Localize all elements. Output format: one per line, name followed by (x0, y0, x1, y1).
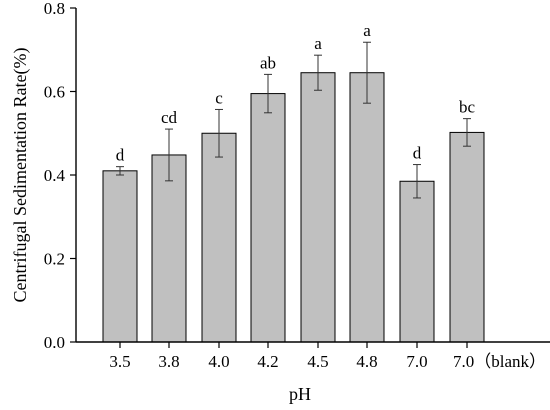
significance-label: d (413, 144, 422, 163)
significance-label: ab (260, 53, 276, 72)
x-tick-label: 4.2 (257, 352, 278, 371)
x-tick-label: 7.0 (406, 352, 427, 371)
significance-label: cd (161, 108, 178, 127)
y-tick-label: 0.4 (44, 166, 66, 185)
bar (201, 132, 237, 343)
x-tick-label: 3.8 (158, 352, 179, 371)
x-tick-label: 3.5 (109, 352, 130, 371)
y-tick-label: 0.2 (44, 250, 65, 269)
significance-label: c (215, 88, 223, 107)
bar (399, 180, 435, 343)
x-axis-title: pH (289, 384, 311, 404)
y-tick-label: 0.8 (44, 0, 65, 18)
bar (449, 131, 485, 343)
significance-label: a (363, 21, 371, 40)
x-tick-label: 4.8 (356, 352, 377, 371)
y-axis-title: Centrifugal Sedimentation Rate(%) (10, 48, 31, 303)
y-tick-label: 0.6 (44, 83, 65, 102)
x-tick-label: 4.0 (208, 352, 229, 371)
bars-group (102, 72, 485, 343)
x-tick-label: 4.5 (307, 352, 328, 371)
bar (250, 93, 286, 343)
bar (349, 72, 385, 343)
y-tick-label: 0.0 (44, 333, 65, 352)
significance-label: bc (459, 98, 476, 117)
significance-label: d (116, 146, 125, 165)
significance-labels-group: d cd c ab a a d bc (116, 21, 476, 164)
bar (151, 154, 187, 343)
bar (102, 170, 138, 343)
x-tick-label: 7.0（blank） (453, 352, 546, 371)
bar (300, 72, 336, 343)
y-ticks-group: 0.0 0.2 0.4 0.6 0.8 (44, 0, 76, 352)
significance-label: a (314, 34, 322, 53)
x-ticks-group: 3.5 3.8 4.0 4.2 4.5 4.8 7.0 7.0（blank） (109, 342, 546, 371)
error-bars-group (116, 41, 471, 199)
